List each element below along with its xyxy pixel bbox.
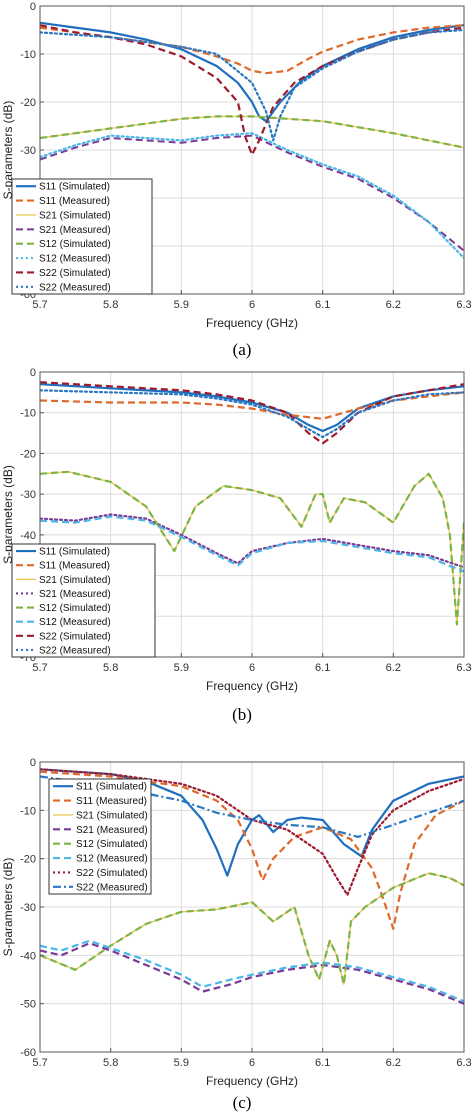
legend: S11 (Simulated) S11 (Measured) S21 (Simula…	[11, 543, 156, 658]
legend-entry: S11 (Measured)	[76, 796, 147, 807]
legend: S11 (Simulated) S11 (Measured) S21 (Simula…	[48, 778, 152, 895]
y-tick-label: 0	[30, 367, 36, 379]
legend-entry: S11 (Measured)	[39, 561, 110, 572]
x-tick-label: 6	[249, 662, 255, 674]
x-tick-label: 5.7	[32, 662, 47, 674]
legend-entry: S12 (Simulated)	[39, 603, 111, 614]
x-tick-label: 6.3	[456, 1057, 471, 1069]
legend-entry: S12 (Measured)	[39, 617, 111, 628]
legend-entry: S22 (Measured)	[76, 882, 148, 893]
series-line-2	[40, 391, 464, 420]
legend-entry: S11 (Simulated)	[76, 782, 147, 793]
y-tick-label: -20	[20, 97, 36, 109]
x-axis-label: Frequency (GHz)	[206, 1074, 298, 1088]
x-tick-label: 6.2	[386, 662, 401, 674]
legend-entry: S22 (Simulated)	[39, 268, 111, 279]
x-axis-label: Frequency (GHz)	[206, 316, 298, 330]
series-line-2	[40, 24, 464, 75]
legend-entry: S12 (Simulated)	[76, 839, 148, 850]
legend-box	[11, 543, 156, 658]
x-tick-label: 5.7	[32, 299, 47, 311]
chart-panel-2: 5.75.85.966.16.26.3-70-60-50-40-30-20-10…	[1, 367, 472, 724]
x-tick-label: 5.7	[32, 1057, 47, 1069]
y-tick-label: -20	[20, 448, 36, 460]
legend-entry: S12 (Measured)	[76, 854, 148, 865]
legend-entry: S12 (Simulated)	[39, 239, 111, 250]
series-line-7	[40, 381, 464, 445]
x-tick-label: 6.3	[456, 662, 471, 674]
y-tick-label: -30	[20, 902, 36, 914]
legend-entry: S22 (Simulated)	[39, 631, 111, 642]
series-line-6	[40, 132, 464, 260]
series-line-6	[40, 515, 464, 573]
x-tick-label: 6.1	[315, 1057, 330, 1069]
legend-entry: S22 (Measured)	[39, 282, 111, 293]
y-axis-label: S-parameters (dB)	[1, 101, 15, 200]
series-line-5	[40, 470, 464, 626]
series-line-4	[40, 942, 464, 1005]
series-line-5	[40, 115, 464, 149]
legend-entry: S21 (Simulated)	[76, 810, 148, 821]
y-tick-label: -10	[20, 408, 36, 420]
legend-entry: S21 (Measured)	[76, 825, 148, 836]
y-tick-label: 0	[30, 1, 36, 13]
legend: S11 (Simulated) S11 (Measured) S21 (Simula…	[11, 178, 153, 295]
series-line-8	[40, 389, 464, 439]
x-tick-label: 5.8	[103, 299, 118, 311]
y-tick-label: -30	[20, 489, 36, 501]
series-line-6	[40, 939, 464, 1003]
series-line-8	[40, 775, 464, 839]
series-line-7	[40, 24, 464, 156]
legend-entry: S11 (Measured)	[39, 196, 110, 207]
x-tick-label: 6.2	[386, 1057, 401, 1069]
legend-entry: S22 (Measured)	[39, 645, 111, 656]
legend-entry: S12 (Measured)	[39, 254, 111, 265]
y-axis-label: S-parameters (dB)	[1, 465, 15, 564]
y-tick-label: -60	[20, 1047, 36, 1059]
x-tick-label: 6.1	[315, 662, 330, 674]
y-tick-label: -30	[20, 145, 36, 157]
legend-entry: S11 (Simulated)	[39, 182, 110, 193]
x-tick-label: 6.3	[456, 299, 471, 311]
x-tick-label: 6	[249, 1057, 255, 1069]
y-tick-label: -10	[20, 805, 36, 817]
legend-box	[48, 778, 152, 895]
legend-entry: S21 (Measured)	[39, 589, 111, 600]
x-tick-label: 5.9	[174, 1057, 189, 1069]
x-tick-label: 5.9	[174, 662, 189, 674]
x-tick-label: 6.1	[315, 299, 330, 311]
y-tick-label: -50	[20, 999, 36, 1011]
x-tick-label: 5.8	[103, 662, 118, 674]
legend-entry: S11 (Simulated)	[39, 547, 110, 558]
figure-caption: (b)	[232, 705, 252, 724]
y-tick-label: -40	[20, 950, 36, 962]
x-axis-label: Frequency (GHz)	[206, 679, 298, 693]
y-tick-label: 0	[30, 757, 36, 769]
legend-entry: S22 (Simulated)	[76, 868, 148, 879]
y-tick-label: -20	[20, 854, 36, 866]
series-line-8	[40, 28, 464, 142]
y-axis-label: S-parameters (dB)	[1, 858, 15, 957]
legend-box	[11, 178, 153, 295]
chart-panel-3: 5.7 5.8 5.9 6 6.1 6.2 6.3 -60 -50 -40 -30 -20 -10 0 Fr…	[1, 757, 472, 1112]
chart-panel-1: 5.75.85.966.16.26.3-60-50-40-30-20-100Fr…	[1, 1, 472, 359]
y-tick-label: -40	[20, 530, 36, 542]
figure-caption: (c)	[233, 1093, 252, 1112]
x-tick-label: 6	[249, 299, 255, 311]
series-line-7	[40, 768, 464, 897]
x-tick-label: 5.8	[103, 1057, 118, 1069]
figure-caption: (a)	[233, 340, 252, 359]
legend-entry: S21 (Simulated)	[39, 575, 111, 586]
series-line-4	[40, 134, 464, 252]
x-tick-label: 5.9	[174, 299, 189, 311]
series-line-4	[40, 513, 464, 569]
legend-entry: S21 (Simulated)	[39, 210, 111, 221]
x-tick-label: 6.2	[386, 299, 401, 311]
legend-entry: S21 (Measured)	[39, 225, 111, 236]
y-tick-label: -10	[20, 49, 36, 61]
series-line-3	[40, 872, 464, 985]
series-line-1	[40, 383, 464, 433]
